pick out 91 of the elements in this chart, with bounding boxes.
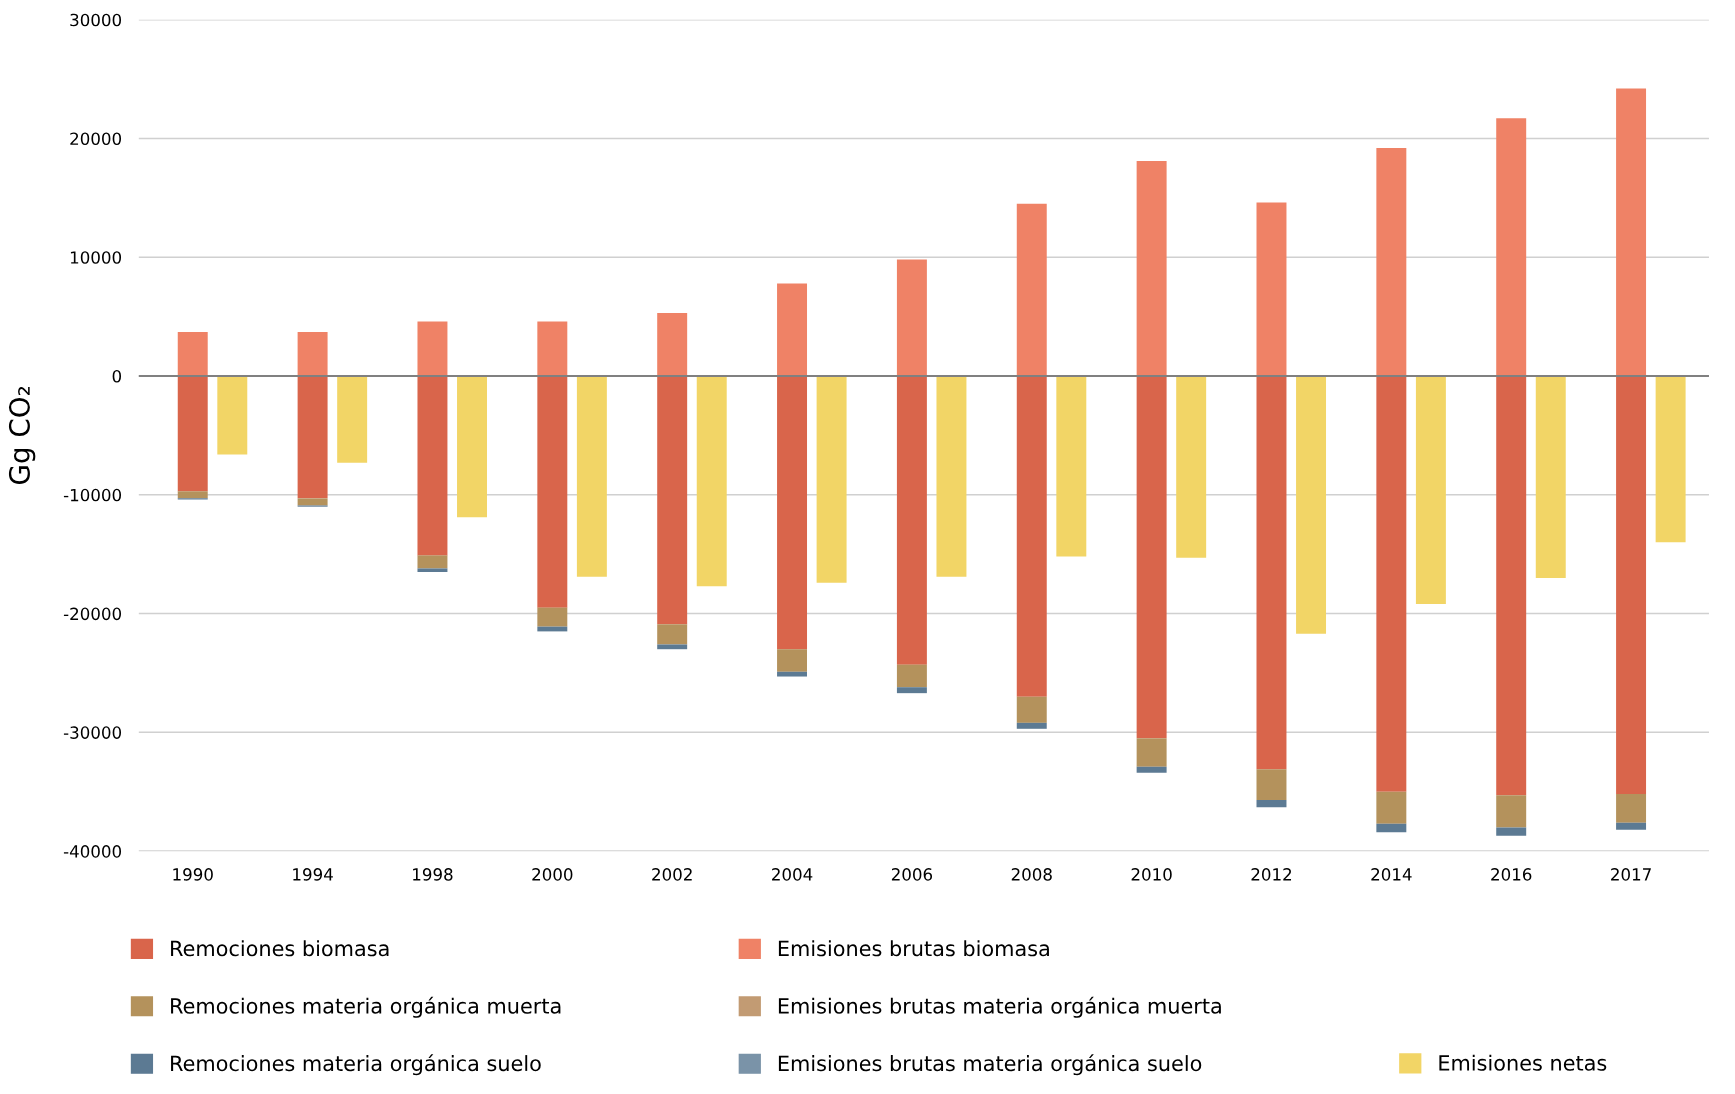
bar [1415,376,1446,605]
legend-label: Emisiones brutas materia orgánica suelo [778,1054,1202,1076]
x-tick-label: 2004 [772,868,813,881]
bar [1136,766,1167,773]
bar [337,376,368,463]
bar [816,376,847,583]
bar [1016,376,1047,697]
bar [1256,800,1287,808]
bar [177,332,208,377]
bar [657,624,688,645]
bar [1535,376,1566,578]
bar [657,376,688,625]
bar [1256,376,1287,770]
bar [1136,376,1167,739]
bar [417,555,448,569]
bar [696,376,727,587]
bar [1256,769,1287,801]
bar [1016,696,1047,723]
x-tick-label: 2014 [1371,868,1412,881]
y-tick-label: -40000 [63,845,122,858]
bar [657,313,688,377]
bar [1655,376,1686,543]
bar [777,376,808,650]
x-tick-label: 1994 [293,868,333,881]
bar [1376,823,1407,833]
bar [417,568,448,573]
bar [1016,203,1047,377]
bar [777,671,808,677]
bar [297,332,328,377]
x-tick-label: 2010 [1131,868,1172,881]
legend-label: Remociones biomasa [171,940,389,957]
bar [936,376,967,577]
x-tick-label: 1990 [173,868,213,881]
bar [1256,202,1287,377]
bar [896,259,927,377]
bar [1016,722,1047,729]
bar [537,376,568,608]
bar [177,376,208,492]
bar [217,376,248,455]
legend-label: Emisiones brutas biomasa [778,940,1049,957]
bar [777,283,808,377]
x-tick-label: 1998 [413,868,453,881]
bar [657,644,688,650]
bar [177,491,208,499]
y-tick-label: -20000 [63,607,122,621]
bar [1136,738,1167,767]
bar [1616,794,1647,823]
bar [896,376,927,665]
bar [1136,161,1167,377]
bar [457,376,487,518]
x-tick-label: 2017 [1611,868,1651,881]
y-tick-label: -10000 [63,488,122,502]
bar [537,321,568,377]
x-tick-label: 2002 [652,868,692,881]
legend-label: Remociones materia orgánica suelo [171,1054,541,1076]
bar [777,649,808,672]
x-tick-label: 2016 [1491,868,1532,881]
x-tick-label: 2006 [891,868,933,881]
bar [896,687,927,694]
y-tick-label: -30000 [63,726,122,739]
bar [297,498,328,506]
bar [1496,118,1527,377]
x-tick-label: 2008 [1011,868,1052,881]
bar [1496,827,1527,836]
bar [1496,795,1527,828]
y-tick-label: 0 [112,369,122,383]
x-tick-label: 2000 [532,868,573,881]
legend-label: Emisiones brutas materia orgánica muerta [778,996,1221,1018]
y-tick-label: 10000 [70,251,122,264]
bar [537,607,568,627]
y-tick-label: 20000 [70,132,122,146]
bar [1376,147,1407,377]
bar [417,376,448,556]
bar [1616,376,1647,795]
bar [1376,791,1407,824]
bar [1056,376,1087,557]
bar [417,321,448,377]
bar [896,664,927,688]
y-tick-label: 30000 [70,13,122,27]
legend-label: Emisiones netas [1439,1054,1607,1071]
x-tick-label: 2012 [1251,868,1292,881]
bar [1376,376,1407,792]
bar [1616,88,1647,377]
y-axis-title: Gg CO₂ [8,386,36,485]
bar [1496,376,1527,796]
bar [576,376,607,577]
bar [1296,376,1327,634]
bar [1176,376,1207,558]
bar [1616,822,1647,830]
bar [297,376,328,499]
legend-label: Remociones materia orgánica muerta [171,996,561,1018]
